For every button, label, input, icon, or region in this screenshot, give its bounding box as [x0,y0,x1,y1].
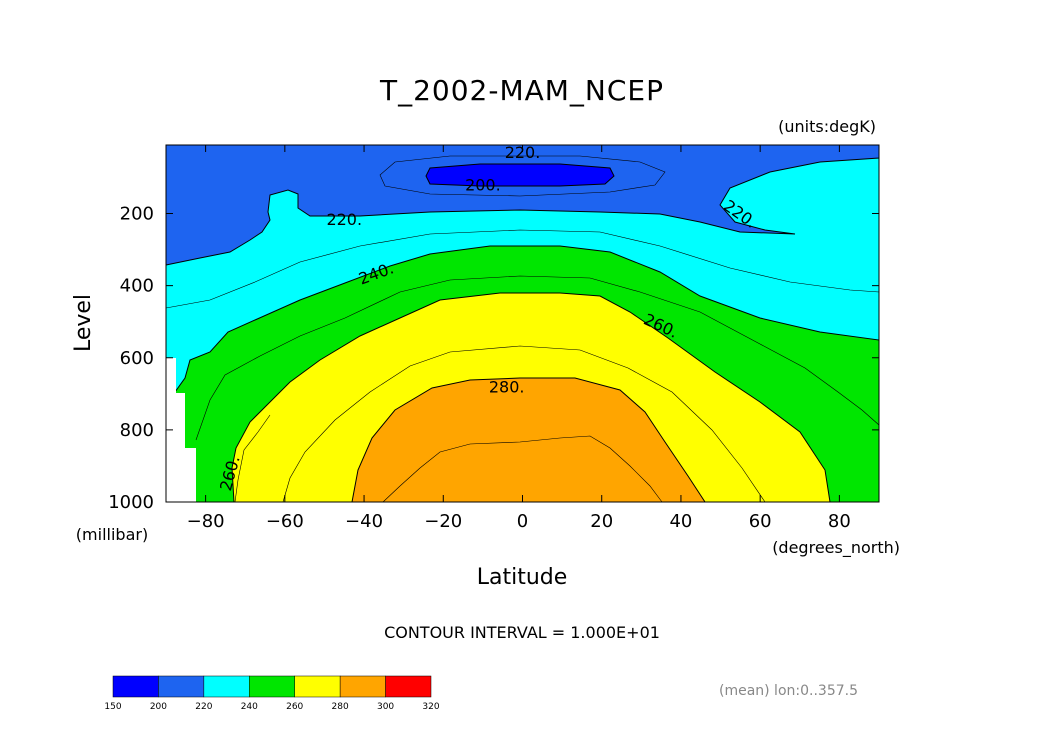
contour-line-230 [165,229,880,309]
colorbar-label: 300 [377,702,394,712]
x-tick-label: −80 [187,511,225,532]
colorbar-label: 240 [241,702,258,712]
contour-line-250 [195,275,880,441]
x-axis-title: Latitude [477,565,568,590]
units-label: (units:degK) [778,117,876,136]
x-tick-label: −60 [266,511,304,532]
colorbar-swatch [249,675,295,698]
contour-label: 200. [465,176,501,195]
colorbar-swatch [203,675,250,698]
contour-line-250-left [234,414,271,503]
x-tick-label: 80 [828,511,851,532]
footnote: (mean) lon:0..357.5 [719,683,858,699]
colorbar-label: 220 [195,702,212,712]
x-tick-label: 40 [669,511,692,532]
plot-area [165,144,880,503]
colorbar-swatch [385,675,432,698]
x-tick-label: −40 [345,511,383,532]
x-tick-label: −20 [424,511,462,532]
contour-line-210 [379,155,666,197]
chart-title: T_2002-MAM_NCEP [379,74,664,107]
y-axis: 200 400 600 800 1000 [108,204,879,513]
x-tick-label: 60 [749,511,772,532]
y-tick-label: 200 [120,204,154,225]
contour-labels: 220.200.220. 220.240.260.280.260. [216,143,760,493]
colorbar-label: 320 [422,702,439,712]
colorbar-swatch [112,675,159,698]
contour-line-270 [282,345,766,503]
y-tick-label: 800 [120,420,154,441]
missing-data-region [166,358,196,502]
y-tick-label: 600 [120,348,154,369]
y-axis-title: Level [71,294,96,352]
contour-label: 220. [505,143,541,162]
colorbar-swatch [339,675,386,698]
contour-label: 280. [489,378,525,397]
contour-label: 220. [326,210,362,229]
colorbar: 150 200 220 240 260 280 300 320 [104,675,440,712]
colorbar-swatch [294,675,341,698]
x-axis: −80 −60 −40 −20 0 20 40 60 80 [187,145,851,532]
contour-fill-280-300 [351,377,706,503]
x-tick-label: 0 [517,511,528,532]
colorbar-label: 260 [286,702,303,712]
y-tick-label: 400 [120,276,154,297]
y-tick-label: 1000 [108,492,154,513]
thin-contour-lines [165,155,880,503]
x-units-label: (degrees_north) [772,538,900,558]
y-units-label: (millibar) [76,525,148,544]
contour-fill-below-200 [425,163,615,187]
contour-interval-text: CONTOUR INTERVAL = 1.000E+01 [384,623,660,642]
colorbar-label: 280 [332,702,349,712]
colorbar-swatch [158,675,205,698]
colorbar-label: 150 [104,702,121,712]
contour-line-290 [382,435,663,503]
colorbar-label: 200 [150,702,167,712]
x-tick-label: 20 [590,511,613,532]
contour-fill-200-220 [165,144,880,266]
